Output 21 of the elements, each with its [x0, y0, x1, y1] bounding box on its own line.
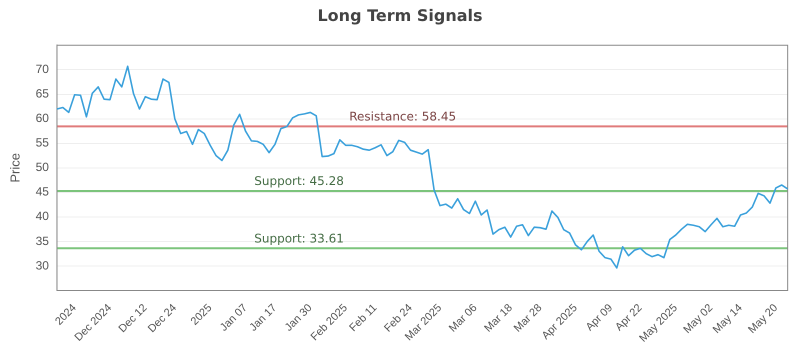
x-tick-label: Apr 09: [584, 302, 616, 334]
y-tick-label: 30: [36, 258, 50, 272]
y-tick-label: 50: [36, 160, 50, 174]
ref-line-label: Support: 45.28: [254, 174, 344, 188]
y-tick-label: 40: [36, 209, 50, 224]
x-tick-label: Feb 11: [347, 302, 380, 334]
y-tick-label: 45: [36, 184, 50, 199]
y-axis-title: Price: [7, 153, 22, 183]
y-tick-label: 60: [36, 111, 50, 126]
x-tick-label: Mar 06: [446, 302, 480, 335]
x-tick-label: Dec 24: [146, 302, 180, 336]
y-tick-label: 70: [36, 62, 50, 76]
y-tick-label: 55: [36, 136, 50, 150]
x-tick-label: Jan 07: [218, 302, 250, 334]
y-tick-label: 65: [36, 86, 50, 101]
x-tick-label: May 20: [746, 302, 780, 336]
ref-line-label: Support: 33.61: [254, 231, 344, 246]
ref-line-label: Resistance: 58.45: [349, 110, 456, 124]
y-tick-label: 35: [36, 234, 50, 248]
chart-title: Long Term Signals: [316, 6, 484, 25]
x-tick-label: Jan 17: [247, 302, 280, 334]
